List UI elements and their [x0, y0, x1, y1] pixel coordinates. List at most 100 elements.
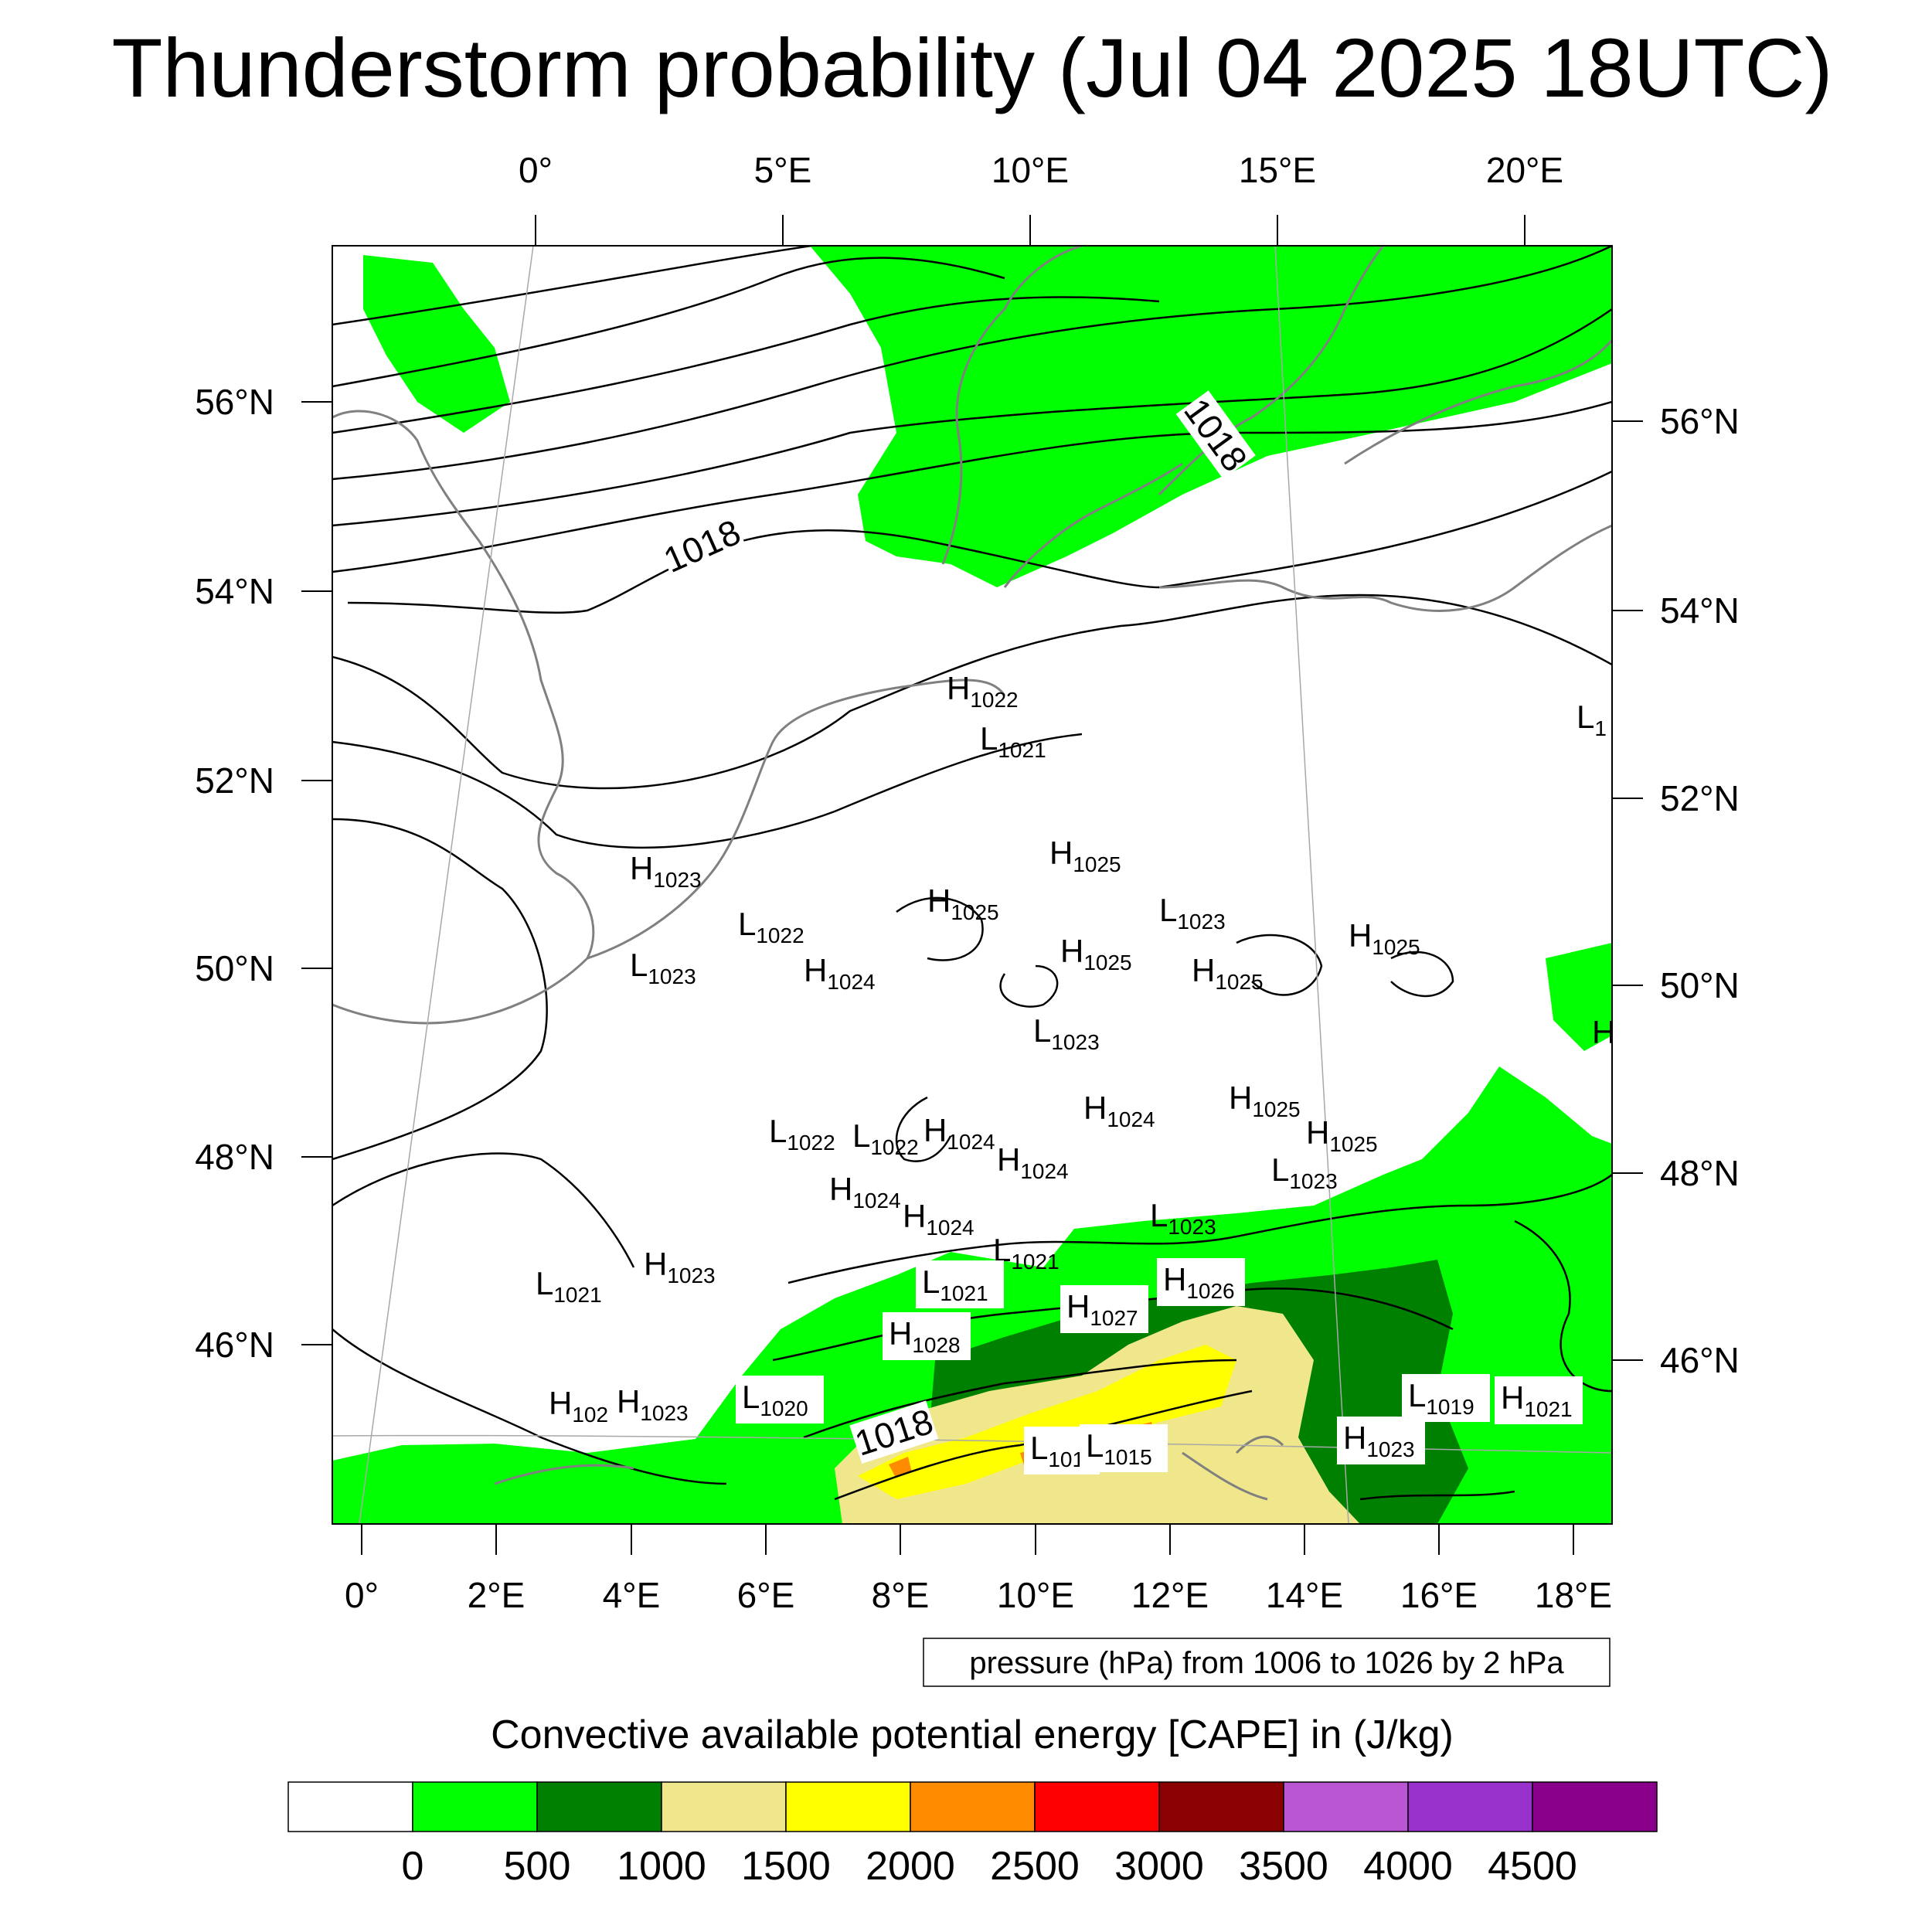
pressure-center-label: H1021	[1495, 1376, 1583, 1424]
colorbar-label: 1500	[741, 1844, 831, 1889]
meridian-0	[359, 246, 534, 1524]
isobar	[332, 1152, 635, 1268]
bottom-lon-label: 10°E	[997, 1575, 1074, 1615]
svg-text:H1024: H1024	[923, 1112, 995, 1154]
isobar	[834, 1389, 1253, 1501]
colorbar-label: 500	[504, 1844, 571, 1889]
isobar	[332, 1328, 727, 1485]
colorbar-label: 3000	[1114, 1844, 1204, 1889]
isobar	[332, 296, 1160, 434]
colorbar-swatch	[1158, 1781, 1284, 1832]
bottom-lon-label: 14°E	[1266, 1575, 1343, 1615]
colorbar-label: 4000	[1363, 1844, 1453, 1889]
pressure-center-label: H1024	[923, 1112, 995, 1154]
bottom-lon-label: 8°E	[872, 1575, 930, 1615]
bottom-lon-label: 6°E	[737, 1575, 795, 1615]
colorbar-swatch	[536, 1781, 662, 1832]
coastline-denmark	[941, 246, 1183, 588]
pressure-center-label: H1024	[903, 1198, 975, 1240]
colorbar-swatch	[661, 1781, 787, 1832]
isobar	[332, 733, 1083, 849]
pressure-center-label: H1024	[1083, 1090, 1155, 1131]
bottom-lon-label: 12°E	[1131, 1575, 1209, 1615]
info-box-frame	[923, 1638, 1611, 1687]
isobar	[1390, 951, 1454, 998]
top-lon-label: 20°E	[1486, 150, 1563, 190]
isobar	[803, 1359, 1237, 1439]
map-frame	[332, 245, 1613, 1525]
isobar	[332, 246, 812, 326]
pressure-center-label: L1019	[1402, 1374, 1490, 1422]
info-box: pressure (hPa) from 1006 to 1026 by 2 hP…	[923, 1638, 1611, 1687]
bottom-lon-label: 18°E	[1535, 1575, 1612, 1615]
isobar	[895, 1096, 952, 1162]
coastline-uk	[332, 410, 595, 1025]
top-lon-label: 0°	[519, 150, 553, 190]
left-lat-label: 56°N	[195, 382, 274, 422]
svg-text:H1024: H1024	[829, 1171, 901, 1213]
right-lat-label: 52°N	[1660, 778, 1740, 818]
top-lon-label: 10°E	[992, 150, 1069, 190]
cape-area-east	[1546, 943, 1612, 1051]
pressure-center-label: L1021	[916, 1260, 1004, 1308]
pressure-center-label: H	[1592, 1014, 1615, 1050]
map-area: 1018 1018 1018 H1022L1021H1023L1022L1023…	[332, 245, 1615, 1525]
isobar	[787, 1174, 1612, 1284]
isobar	[332, 594, 1612, 790]
bottom-lon-label: 0°	[345, 1575, 379, 1615]
bottom-lon-label: 16°E	[1400, 1575, 1478, 1615]
bottom-lon-label: 2°E	[468, 1575, 526, 1615]
cape-area-uk	[363, 255, 510, 433]
isobar	[896, 896, 984, 961]
pressure-center-label: H1027	[1060, 1285, 1148, 1333]
colorbar-label: 4500	[1488, 1844, 1577, 1889]
isobar	[999, 964, 1059, 1008]
isobar	[332, 308, 1612, 527]
coastline-mediterranean	[494, 1435, 1284, 1501]
pressure-center-label: H1028	[883, 1312, 971, 1360]
coastline-sweden	[1158, 246, 1385, 496]
pressure-center-label: H1023	[1337, 1417, 1425, 1464]
left-lat-label: 52°N	[195, 760, 274, 801]
colorbar-label: 2000	[866, 1844, 955, 1889]
colorbar-label: 0	[402, 1844, 424, 1889]
meridian-15E	[1274, 246, 1349, 1524]
svg-text:H1024: H1024	[903, 1198, 975, 1240]
colorbar-label: 1000	[617, 1844, 706, 1889]
axis-labels: 0° 5°E 10°E 15°E 20°E 0° 2°E 4°E 6°E 8°E…	[195, 150, 1740, 1615]
right-lat-label: 48°N	[1660, 1153, 1740, 1193]
isobar	[1514, 1219, 1612, 1393]
colorbar-title: Convective available potential energy [C…	[491, 1713, 1454, 1757]
left-lat-label: 54°N	[195, 571, 274, 611]
isobar	[1359, 1490, 1515, 1501]
coastline-continent	[587, 679, 1006, 960]
left-lat-label: 48°N	[195, 1137, 274, 1177]
colorbar-swatch	[1283, 1781, 1409, 1832]
colorbar-swatch	[910, 1781, 1036, 1832]
isobar	[332, 246, 1612, 481]
info-box-text: pressure (hPa) from 1006 to 1026 by 2 hP…	[969, 1646, 1564, 1680]
isobar	[332, 818, 548, 1161]
right-lat-label: 46°N	[1660, 1340, 1740, 1380]
isobar	[332, 400, 1612, 573]
colorbar-label: 2500	[990, 1844, 1080, 1889]
right-lat-label: 54°N	[1660, 590, 1740, 631]
map-title: Thunderstorm probability (Jul 04 2025 18…	[111, 21, 1832, 114]
pressure-center-label: H1026	[1157, 1258, 1245, 1306]
colorbar-swatch	[287, 1781, 413, 1832]
svg-text:H1024: H1024	[1083, 1090, 1155, 1131]
top-lon-label: 5°E	[754, 150, 812, 190]
pressure-center-label: H1024	[829, 1171, 901, 1213]
axis-ticks	[301, 215, 1643, 1555]
colorbar-swatch	[412, 1781, 538, 1832]
pressure-center-label: L1020	[736, 1376, 824, 1423]
isobar	[347, 470, 1612, 614]
coastlines	[332, 246, 1612, 1501]
right-lat-label: 50°N	[1660, 965, 1740, 1005]
cape-area-alps-yellow	[858, 1345, 1236, 1499]
svg-text:H: H	[1592, 1014, 1615, 1050]
colorbar-swatch	[1407, 1781, 1533, 1832]
isobar	[332, 257, 1005, 388]
